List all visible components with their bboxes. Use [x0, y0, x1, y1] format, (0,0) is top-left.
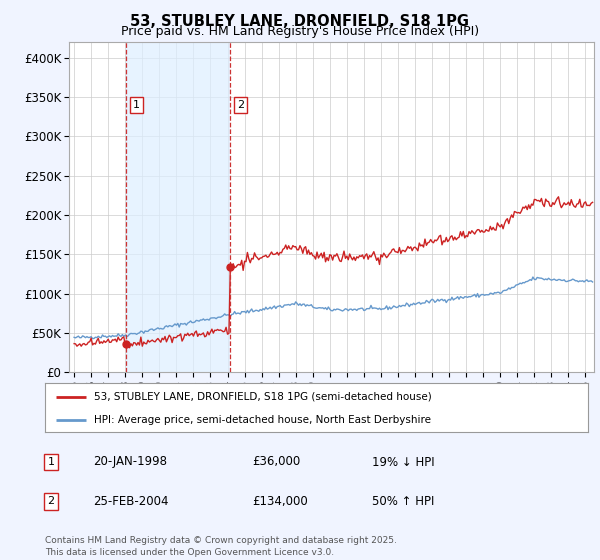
Text: 53, STUBLEY LANE, DRONFIELD, S18 1PG (semi-detached house): 53, STUBLEY LANE, DRONFIELD, S18 1PG (se… — [94, 392, 431, 402]
Text: 20-JAN-1998: 20-JAN-1998 — [93, 455, 167, 469]
Text: 2: 2 — [237, 100, 244, 110]
Text: 50% ↑ HPI: 50% ↑ HPI — [372, 494, 434, 508]
Text: £36,000: £36,000 — [252, 455, 300, 469]
Text: 2: 2 — [47, 496, 55, 506]
Text: 1: 1 — [47, 457, 55, 467]
Text: 19% ↓ HPI: 19% ↓ HPI — [372, 455, 434, 469]
Text: 53, STUBLEY LANE, DRONFIELD, S18 1PG: 53, STUBLEY LANE, DRONFIELD, S18 1PG — [131, 14, 470, 29]
Text: 1: 1 — [133, 100, 140, 110]
Text: Price paid vs. HM Land Registry's House Price Index (HPI): Price paid vs. HM Land Registry's House … — [121, 25, 479, 38]
Text: HPI: Average price, semi-detached house, North East Derbyshire: HPI: Average price, semi-detached house,… — [94, 415, 431, 425]
Text: Contains HM Land Registry data © Crown copyright and database right 2025.
This d: Contains HM Land Registry data © Crown c… — [45, 536, 397, 557]
Text: £134,000: £134,000 — [252, 494, 308, 508]
Text: 25-FEB-2004: 25-FEB-2004 — [93, 494, 169, 508]
Bar — [126, 42, 230, 372]
